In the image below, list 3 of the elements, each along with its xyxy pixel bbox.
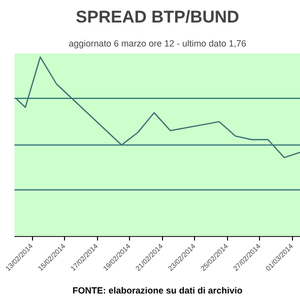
source-note: FONTE: elaborazione su dati di archivio	[72, 286, 244, 296]
chart-title: SPREAD BTP/BUND	[76, 8, 240, 26]
chart-subtitle: aggiornato 6 marzo ore 12 - ultimo dato 1,76	[68, 38, 246, 48]
